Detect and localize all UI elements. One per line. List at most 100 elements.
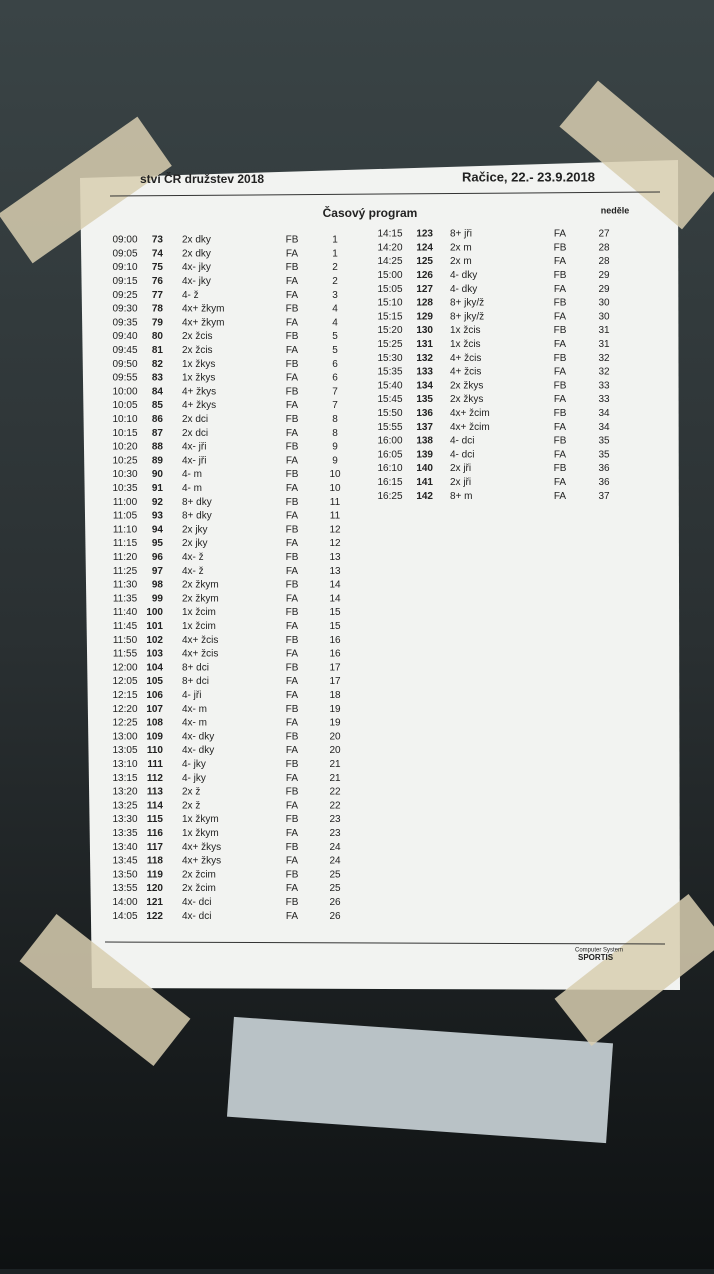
time: 11:25 (113, 566, 138, 577)
time: 11:00 (113, 497, 138, 508)
event: 2x dci (182, 414, 208, 425)
heat: 17 (329, 676, 341, 687)
race-number: 118 (147, 856, 164, 867)
race-number: 119 (147, 869, 164, 880)
heat: 2 (332, 262, 338, 273)
time: 09:50 (112, 359, 137, 370)
race-number: 79 (152, 317, 164, 328)
time: 12:00 (112, 662, 137, 673)
event: 4x- m (182, 718, 207, 729)
final: FA (554, 367, 567, 378)
final: FA (286, 317, 299, 328)
time: 09:40 (112, 331, 137, 342)
event: 4x- dci (182, 897, 211, 908)
event: 4- jky (182, 773, 206, 784)
tape (19, 914, 191, 1066)
time: 10:15 (112, 428, 137, 439)
final: FB (286, 235, 299, 246)
heat: 16 (329, 649, 341, 660)
heat: 21 (329, 759, 341, 770)
final: FA (286, 455, 299, 466)
heat: 7 (332, 386, 338, 397)
time: 09:15 (112, 276, 137, 287)
event: 4- dci (450, 449, 474, 460)
race-number: 90 (152, 469, 164, 480)
final: FB (554, 408, 567, 419)
race-number: 75 (152, 262, 164, 273)
event: 8+ dci (182, 676, 209, 687)
heat: 16 (329, 635, 341, 646)
race-number: 142 (416, 491, 433, 502)
final: FA (286, 828, 299, 839)
race-number: 108 (146, 718, 163, 729)
final: FB (286, 662, 299, 673)
heat: 35 (598, 449, 610, 460)
event: 4x+ žcim (450, 422, 490, 433)
event: 4x+ žkys (182, 856, 221, 867)
race-number: 128 (416, 298, 433, 309)
final: FA (286, 883, 299, 894)
paper-sheet (80, 160, 680, 990)
event: 4x+ žcis (182, 635, 218, 646)
time: 09:55 (112, 373, 137, 384)
final: FB (286, 524, 299, 535)
time: 13:45 (112, 856, 137, 867)
final: FB (554, 325, 567, 336)
heat: 17 (329, 662, 341, 673)
event: 4x+ žkym (182, 304, 225, 315)
time: 11:45 (113, 621, 138, 632)
final: FA (286, 718, 299, 729)
time: 09:30 (112, 304, 137, 315)
time: 15:30 (377, 353, 402, 364)
heat: 24 (329, 856, 341, 867)
tape (0, 116, 172, 264)
time: 11:10 (113, 524, 138, 535)
heat: 11 (330, 497, 341, 508)
heat: 19 (329, 704, 341, 715)
final: FA (554, 491, 567, 502)
final: FA (286, 428, 299, 439)
race-number: 131 (416, 339, 433, 350)
race-number: 141 (416, 477, 433, 488)
final: FA (286, 276, 299, 287)
heat: 33 (598, 380, 610, 391)
race-number: 92 (152, 497, 164, 508)
final: FA (286, 773, 299, 784)
final: FA (286, 745, 299, 756)
event: 8+ jři (450, 229, 472, 240)
heat: 35 (598, 436, 610, 447)
time: 11:50 (113, 635, 138, 646)
final: FB (286, 442, 299, 453)
race-number: 95 (152, 538, 164, 549)
tape (559, 80, 714, 230)
heat: 27 (598, 229, 610, 240)
time: 10:05 (112, 400, 137, 411)
heat: 34 (598, 408, 610, 419)
heat: 24 (329, 842, 341, 853)
race-number: 133 (416, 367, 433, 378)
time: 09:25 (112, 290, 137, 301)
final: FA (286, 676, 299, 687)
event: 8+ m (450, 491, 473, 502)
race-number: 104 (146, 662, 163, 673)
final: FA (286, 290, 299, 301)
final: FA (286, 856, 299, 867)
heat: 22 (329, 787, 341, 798)
heat: 6 (332, 373, 338, 384)
heat: 23 (329, 814, 341, 825)
event: 8+ dky (182, 497, 212, 508)
race-number: 102 (146, 635, 163, 646)
final: FB (286, 814, 299, 825)
final: FA (286, 566, 299, 577)
race-number: 89 (152, 455, 164, 466)
time: 10:30 (112, 469, 137, 480)
heat: 9 (332, 455, 338, 466)
event: 1x žkym (182, 814, 219, 825)
race-number: 122 (146, 911, 163, 922)
time: 11:40 (113, 607, 138, 618)
time: 16:10 (377, 463, 402, 474)
final: FB (554, 270, 567, 281)
time: 10:35 (112, 483, 137, 494)
time: 14:20 (377, 242, 402, 253)
final: FB (554, 436, 567, 447)
